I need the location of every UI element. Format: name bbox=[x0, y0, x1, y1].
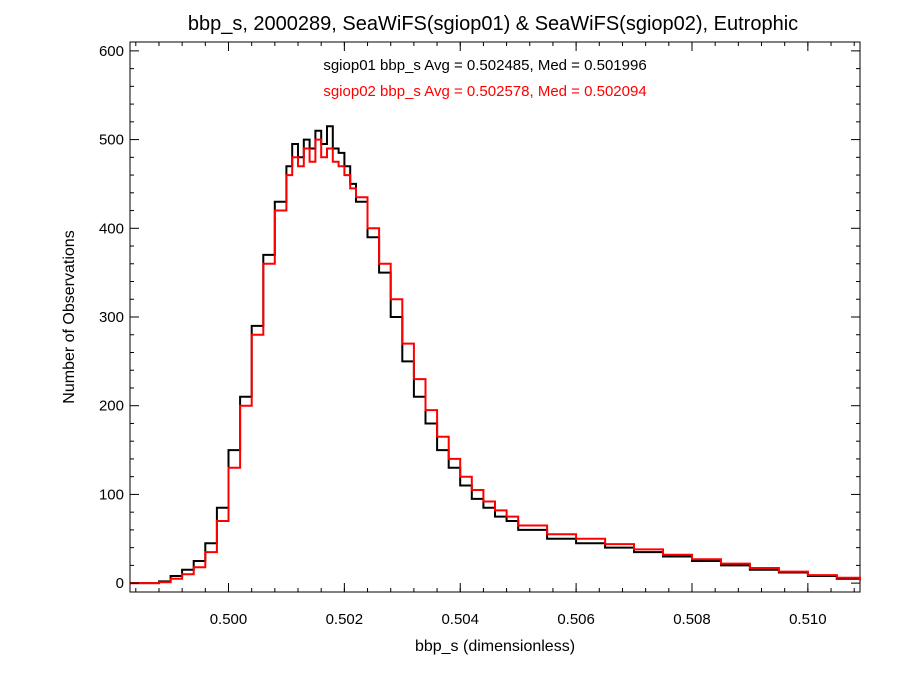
x-tick-label: 0.500 bbox=[210, 611, 248, 628]
y-tick-label: 600 bbox=[99, 43, 124, 60]
series-1-line bbox=[130, 138, 861, 585]
annotation-sgiop02-stats: sgiop02 bbp_s Avg = 0.502578, Med = 0.50… bbox=[323, 83, 646, 100]
x-tick-label: 0.506 bbox=[557, 611, 595, 628]
y-tick-label: 300 bbox=[99, 309, 124, 326]
x-tick-label: 0.508 bbox=[673, 611, 711, 628]
y-tick-label: 500 bbox=[99, 132, 124, 149]
series-0-line bbox=[130, 125, 861, 585]
y-tick-label: 400 bbox=[99, 220, 124, 237]
y-axis-label: Number of Observations bbox=[61, 230, 78, 403]
annotation-sgiop01-stats: sgiop01 bbp_s Avg = 0.502485, Med = 0.50… bbox=[323, 57, 646, 74]
x-tick-label: 0.502 bbox=[326, 611, 364, 628]
x-tick-label: 0.510 bbox=[789, 611, 827, 628]
axis-ticks: 0.500 0.502 0.504 0.506 0.508 0.510 0 100 200 300… bbox=[99, 42, 860, 628]
y-tick-label: 100 bbox=[99, 486, 124, 503]
y-tick-label: 0 bbox=[116, 575, 124, 592]
chart-title: bbp_s, 2000289, SeaWiFS(sgiop01) & SeaWi… bbox=[188, 13, 798, 35]
series-layer bbox=[130, 125, 861, 585]
x-tick-label: 0.504 bbox=[441, 611, 479, 628]
x-axis-label: bbp_s (dimensionless) bbox=[415, 638, 575, 655]
y-tick-label: 200 bbox=[99, 398, 124, 415]
